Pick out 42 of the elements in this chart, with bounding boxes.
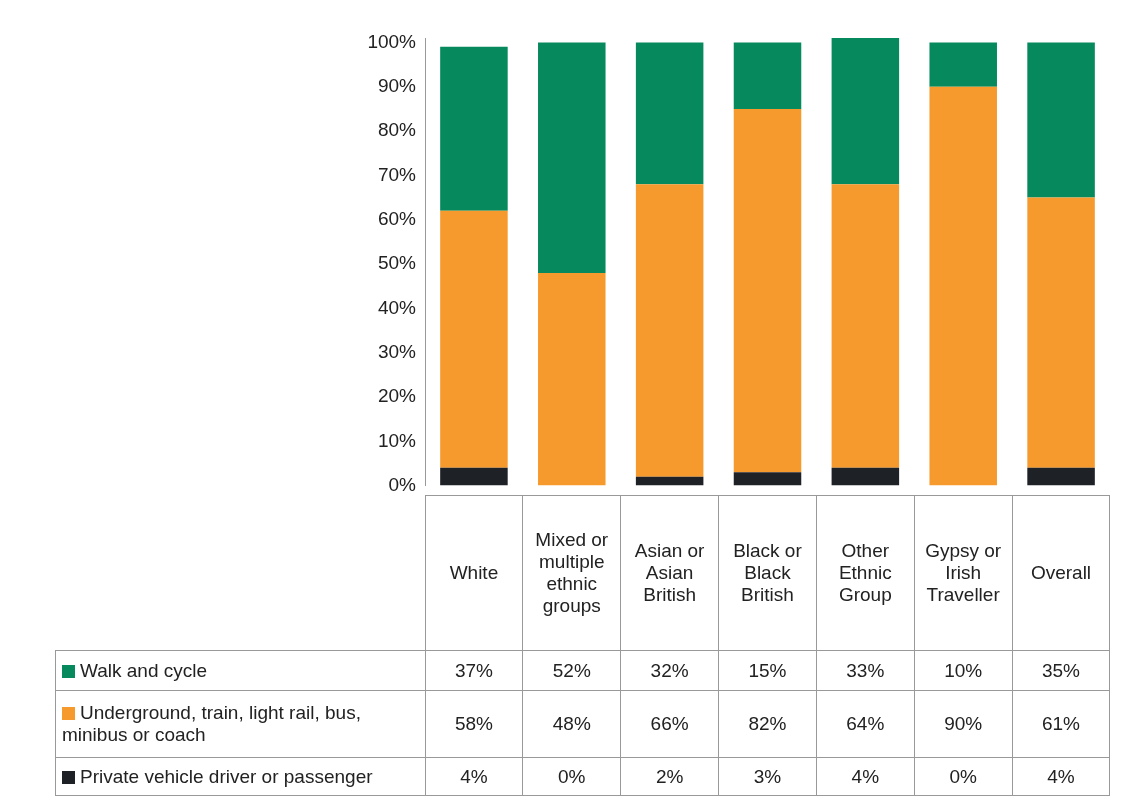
x-tick-label: Asian or Asian British bbox=[620, 495, 719, 651]
data-label: 52% bbox=[522, 650, 621, 691]
legend-label: Underground, train, light rail, bus, minibus or coach bbox=[55, 690, 425, 758]
x-tick-label: White bbox=[425, 495, 523, 651]
data-label: 4% bbox=[816, 757, 915, 796]
x-tick-label: Other Ethnic Group bbox=[816, 495, 915, 651]
y-tick-label: 90% bbox=[377, 74, 417, 96]
y-tick-label: 10% bbox=[377, 429, 417, 451]
x-tick-label: Overall bbox=[1012, 495, 1110, 651]
y-tick-label: 70% bbox=[377, 163, 417, 185]
legend-label: Private vehicle driver or passenger bbox=[55, 757, 425, 796]
data-label: 4% bbox=[425, 757, 523, 796]
data-label: 32% bbox=[620, 650, 719, 691]
data-label: 15% bbox=[718, 650, 817, 691]
data-label: 82% bbox=[718, 690, 817, 758]
data-label: 0% bbox=[914, 757, 1013, 796]
y-tick-label: 50% bbox=[377, 252, 417, 274]
data-label: 61% bbox=[1012, 690, 1110, 758]
data-label: 10% bbox=[914, 650, 1013, 691]
data-label: 48% bbox=[522, 690, 621, 758]
data-label: 0% bbox=[522, 757, 621, 796]
y-tick-label: 0% bbox=[388, 473, 417, 495]
data-label: 3% bbox=[718, 757, 817, 796]
data-label: 4% bbox=[1012, 757, 1110, 796]
y-tick-label: 80% bbox=[377, 119, 417, 141]
y-tick-label: 60% bbox=[377, 207, 417, 229]
data-label: 33% bbox=[816, 650, 915, 691]
x-tick-label: Black or Black British bbox=[718, 495, 817, 651]
y-tick-label: 20% bbox=[377, 385, 417, 407]
data-label: 37% bbox=[425, 650, 523, 691]
data-label: 64% bbox=[816, 690, 915, 758]
data-label: 66% bbox=[620, 690, 719, 758]
y-tick-label: 40% bbox=[377, 296, 417, 318]
y-tick-label: 100% bbox=[367, 30, 417, 52]
data-label: 2% bbox=[620, 757, 719, 796]
x-tick-label: Gypsy or Irish Traveller bbox=[914, 495, 1013, 651]
data-label: 90% bbox=[914, 690, 1013, 758]
data-label: 58% bbox=[425, 690, 523, 758]
legend-label: Walk and cycle bbox=[55, 650, 425, 691]
data-label: 35% bbox=[1012, 650, 1110, 691]
y-tick-label: 30% bbox=[377, 340, 417, 362]
x-tick-label: Mixed or multiple ethnic groups bbox=[522, 495, 621, 651]
